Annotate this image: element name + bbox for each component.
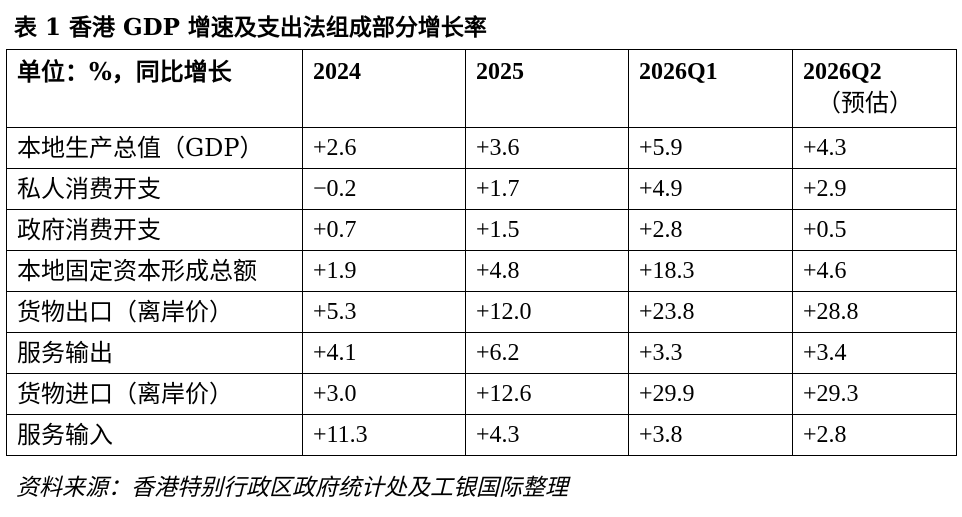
- table-cell: +6.2: [465, 332, 629, 374]
- table-cell: +0.5: [792, 209, 957, 251]
- table-cell: +2.8: [792, 414, 957, 456]
- row-label: 本地固定资本形成总额: [6, 250, 303, 292]
- table-row: 服务输入 +11.3 +4.3 +3.8 +2.8: [6, 414, 957, 456]
- table-cell: +23.8: [628, 291, 793, 333]
- unit-header: 单位：%，同比增长: [6, 49, 303, 128]
- table-cell: +29.9: [628, 373, 793, 415]
- table-cell: +12.6: [465, 373, 629, 415]
- table-cell: +3.6: [465, 127, 629, 169]
- table-cell: +18.3: [628, 250, 793, 292]
- column-header-2026q2-label: 2026Q2: [803, 59, 882, 85]
- table-cell: +0.7: [302, 209, 466, 251]
- table-cell: +11.3: [302, 414, 466, 456]
- table-cell: +4.3: [792, 127, 957, 169]
- table-cell: −0.2: [302, 168, 466, 210]
- table-cell: +3.3: [628, 332, 793, 374]
- table-cell: +1.9: [302, 250, 466, 292]
- table-cell: +1.5: [465, 209, 629, 251]
- source-note: 资料来源：香港特别行政区政府统计处及工银国际整理: [16, 475, 568, 501]
- table-cell: +4.9: [628, 168, 793, 210]
- table-cell: +3.8: [628, 414, 793, 456]
- column-header-2025: 2025: [465, 49, 629, 128]
- row-label: 货物出口（离岸价）: [6, 291, 303, 333]
- table-cell: +4.1: [302, 332, 466, 374]
- gdp-growth-table: 单位：%，同比增长 2024 2025 2026Q1 2026Q2 （预估） 本…: [6, 49, 957, 456]
- table-row: 货物出口（离岸价） +5.3 +12.0 +23.8 +28.8: [6, 291, 957, 333]
- row-label: 私人消费开支: [6, 168, 303, 210]
- table-cell: +29.3: [792, 373, 957, 415]
- row-label: 政府消费开支: [6, 209, 303, 251]
- row-label: 货物进口（离岸价）: [6, 373, 303, 415]
- table-row: 政府消费开支 +0.7 +1.5 +2.8 +0.5: [6, 209, 957, 251]
- table-cell: +4.8: [465, 250, 629, 292]
- row-label: 服务输出: [6, 332, 303, 374]
- table-cell: +3.4: [792, 332, 957, 374]
- table-header-row: 单位：%，同比增长 2024 2025 2026Q1 2026Q2 （预估）: [6, 49, 957, 128]
- column-header-2026q2: 2026Q2 （预估）: [792, 49, 957, 128]
- table-title: 表 1 香港 GDP 增速及支出法组成部分增长率: [14, 14, 487, 41]
- table-cell: +5.3: [302, 291, 466, 333]
- table-cell: +2.8: [628, 209, 793, 251]
- column-header-2024: 2024: [302, 49, 466, 128]
- table-row: 货物进口（离岸价） +3.0 +12.6 +29.9 +29.3: [6, 373, 957, 415]
- table-cell: +4.6: [792, 250, 957, 292]
- table-row: 服务输出 +4.1 +6.2 +3.3 +3.4: [6, 332, 957, 374]
- column-header-2026q1: 2026Q1: [628, 49, 793, 128]
- table-row: 本地固定资本形成总额 +1.9 +4.8 +18.3 +4.6: [6, 250, 957, 292]
- table-cell: +2.9: [792, 168, 957, 210]
- column-header-2026q2-note: （预估）: [817, 91, 913, 117]
- row-label: 本地生产总值（GDP）: [6, 127, 303, 169]
- table-cell: +4.3: [465, 414, 629, 456]
- table-cell: +2.6: [302, 127, 466, 169]
- table-cell: +5.9: [628, 127, 793, 169]
- table-cell: +3.0: [302, 373, 466, 415]
- table-cell: +1.7: [465, 168, 629, 210]
- row-label: 服务输入: [6, 414, 303, 456]
- table-row: 本地生产总值（GDP） +2.6 +3.6 +5.9 +4.3: [6, 127, 957, 169]
- table-cell: +28.8: [792, 291, 957, 333]
- table-cell: +12.0: [465, 291, 629, 333]
- table-row: 私人消费开支 −0.2 +1.7 +4.9 +2.9: [6, 168, 957, 210]
